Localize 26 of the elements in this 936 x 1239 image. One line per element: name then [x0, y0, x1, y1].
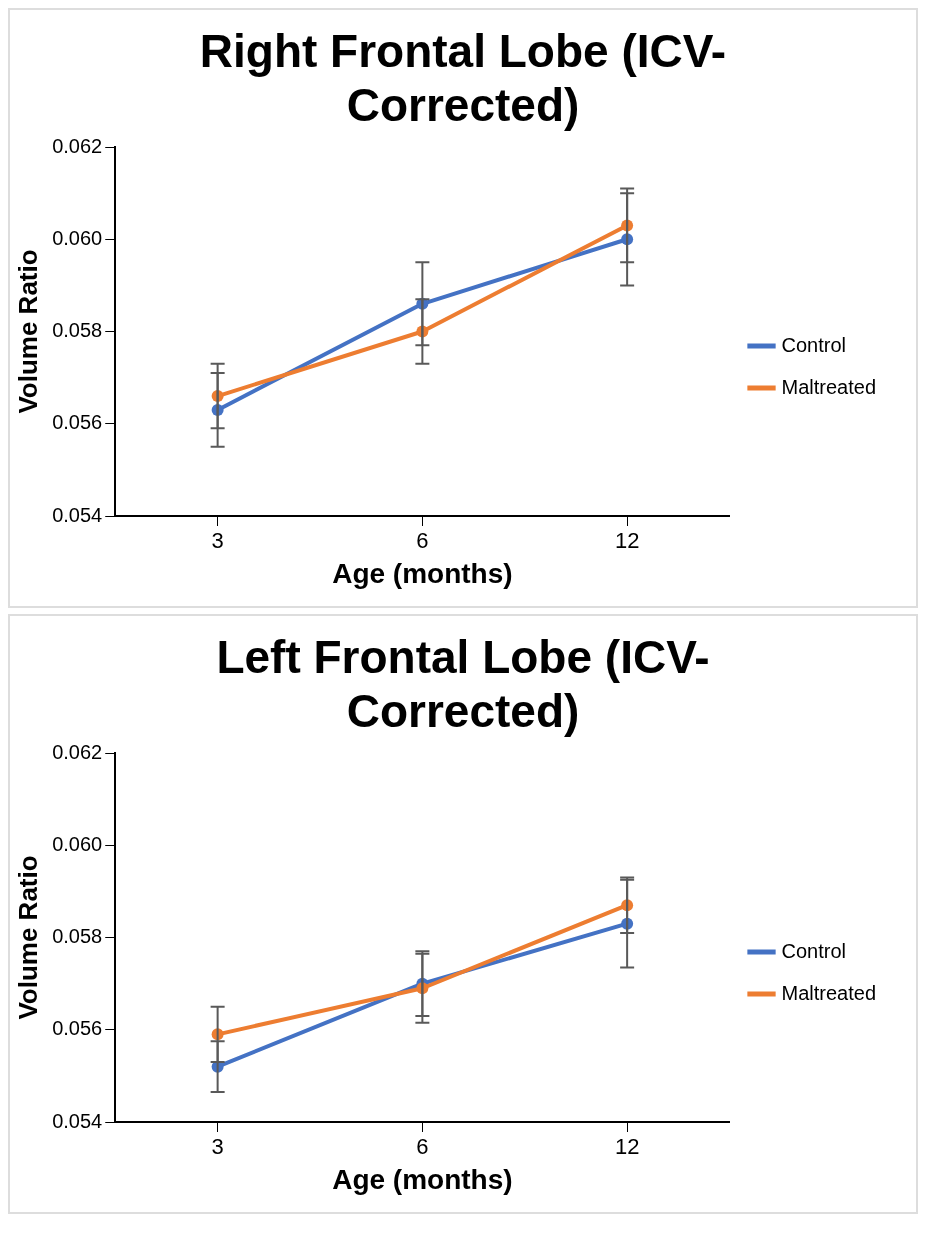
x-tick-label: 3: [211, 528, 224, 554]
x-tick-label: 3: [211, 1134, 224, 1160]
legend-label: Control: [781, 939, 846, 962]
x-axis-title: Age (months): [332, 557, 513, 589]
legend-label: Control: [781, 333, 846, 356]
y-tick-label: 0.056: [52, 411, 103, 434]
legend-label: Maltreated: [781, 981, 877, 1004]
y-tick-label: 0.062: [52, 134, 103, 157]
chart-title: Right Frontal Lobe (ICV-Corrected): [198, 24, 728, 132]
y-tick-label: 0.062: [52, 740, 103, 763]
y-axis-title: Volume Ratio: [12, 855, 43, 1020]
y-tick-label: 0.060: [52, 832, 103, 855]
x-tick-label: 12: [614, 1134, 640, 1160]
y-tick-label: 0.060: [52, 226, 103, 249]
chart-title: Left Frontal Lobe (ICV-Corrected): [215, 630, 711, 738]
x-tick-label: 12: [614, 528, 640, 554]
y-axis-title: Volume Ratio: [12, 249, 43, 414]
y-tick-label: 0.056: [52, 1017, 103, 1040]
legend-label: Maltreated: [781, 375, 877, 398]
x-tick-label: 6: [416, 528, 429, 554]
y-tick-label: 0.058: [52, 925, 103, 948]
y-tick-label: 0.058: [52, 319, 103, 342]
y-tick-label: 0.054: [52, 1109, 103, 1132]
x-axis-title: Age (months): [332, 1163, 513, 1195]
x-tick-label: 6: [416, 1134, 429, 1160]
y-tick-label: 0.054: [52, 503, 103, 526]
